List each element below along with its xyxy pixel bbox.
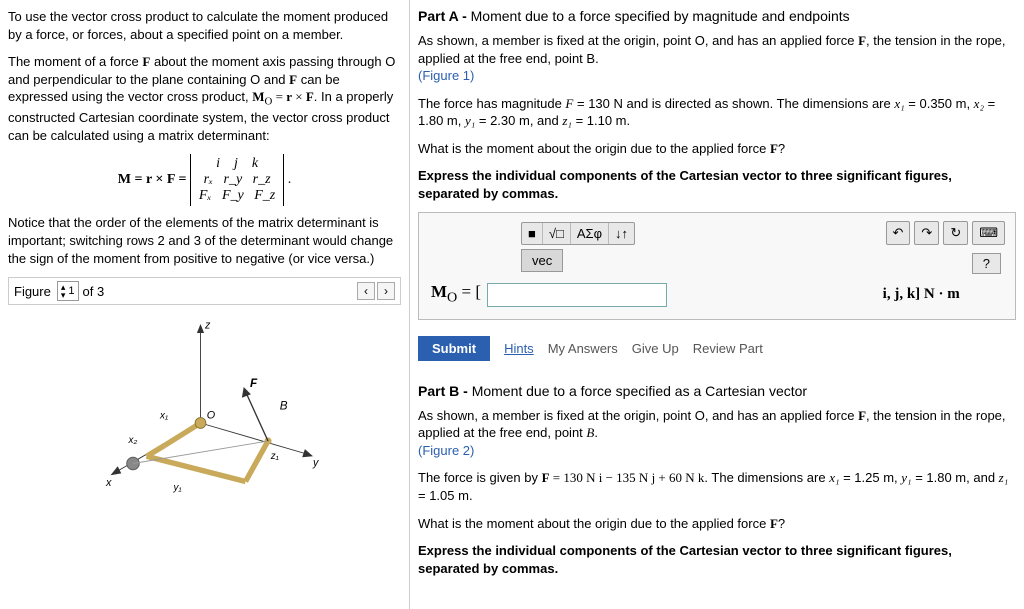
subscript-button[interactable]: ↓↑	[608, 223, 634, 244]
give-up-link[interactable]: Give Up	[632, 341, 679, 356]
my-answers-link[interactable]: My Answers	[548, 341, 618, 356]
theory-paragraph: The moment of a force F about the moment…	[8, 53, 401, 144]
submit-bar: Submit Hints My Answers Give Up Review P…	[418, 330, 1016, 371]
submit-button[interactable]: Submit	[418, 336, 490, 361]
part-b-p1: As shown, a member is fixed at the origi…	[418, 407, 1016, 460]
svg-text:y₁: y₁	[172, 483, 181, 494]
figure-2-link[interactable]: (Figure 2)	[418, 443, 474, 458]
greek-button[interactable]: ΑΣφ	[570, 223, 608, 244]
svg-text:x₁: x₁	[159, 411, 168, 422]
svg-text:B: B	[279, 400, 287, 413]
figure-selector-bar: Figure ▴▾ 1 of 3 ‹ ›	[8, 277, 401, 305]
svg-text:y: y	[312, 457, 319, 469]
answer-units: i, j, k] N · m	[883, 286, 960, 303]
svg-text:x₂: x₂	[127, 435, 137, 446]
svg-text:x: x	[105, 477, 112, 489]
part-a-question: What is the moment about the origin due …	[418, 140, 1016, 158]
part-a-instruction: Express the individual components of the…	[418, 167, 1016, 202]
hints-link[interactable]: Hints	[504, 341, 534, 356]
review-part-link[interactable]: Review Part	[693, 341, 763, 356]
figure-label: Figure	[14, 284, 51, 299]
sqrt-button[interactable]: √□	[542, 223, 570, 244]
vec-button[interactable]: vec	[521, 249, 563, 272]
templates-button[interactable]: ■	[522, 223, 542, 244]
help-button[interactable]: ?	[972, 253, 1001, 274]
keyboard-button[interactable]: ⌨	[972, 221, 1005, 245]
right-panel: Part A - Moment due to a force specified…	[410, 0, 1024, 609]
matrix-determinant: M = r × F = i j k rₓ r_y r_z Fₓ F_y F_z …	[8, 154, 401, 206]
part-a-p1: As shown, a member is fixed at the origi…	[418, 32, 1016, 85]
part-b-question: What is the moment about the origin due …	[418, 515, 1016, 533]
undo-button[interactable]: ↶	[886, 221, 911, 245]
redo-button[interactable]: ↷	[914, 221, 939, 245]
intro-paragraph: To use the vector cross product to calcu…	[8, 8, 401, 43]
left-panel: To use the vector cross product to calcu…	[0, 0, 410, 609]
svg-text:z: z	[204, 320, 211, 332]
svg-text:z₁: z₁	[269, 451, 278, 462]
equation-toolbar: ■ √□ ΑΣφ ↓↑ ↶ ↷ ↻ ⌨	[419, 213, 1015, 249]
part-b-instruction: Express the individual components of the…	[418, 542, 1016, 577]
updown-icon: ▴▾	[61, 283, 66, 299]
figure-1-link[interactable]: (Figure 1)	[418, 68, 474, 83]
svg-text:F: F	[250, 377, 258, 390]
answer-box: ■ √□ ΑΣφ ↓↑ ↶ ↷ ↻ ⌨ vec ? MO = [ i	[418, 212, 1016, 319]
part-a-header: Part A - Moment due to a force specified…	[418, 8, 1016, 24]
part-a-p2: The force has magnitude F = 130 N and is…	[418, 95, 1016, 130]
figure-dropdown[interactable]: ▴▾ 1	[57, 281, 79, 301]
answer-input[interactable]	[487, 283, 667, 307]
prev-figure-button[interactable]: ‹	[357, 282, 375, 300]
note-paragraph: Notice that the order of the elements of…	[8, 214, 401, 267]
svg-text:O: O	[206, 410, 215, 422]
figure-diagram: z x y F B O x₁ x₂	[8, 310, 401, 503]
reset-button[interactable]: ↻	[943, 221, 968, 245]
next-figure-button[interactable]: ›	[377, 282, 395, 300]
part-b-header: Part B - Moment due to a force specified…	[418, 383, 1016, 399]
part-b-p2: The force is given by F = 130 N i − 135 …	[418, 469, 1016, 504]
